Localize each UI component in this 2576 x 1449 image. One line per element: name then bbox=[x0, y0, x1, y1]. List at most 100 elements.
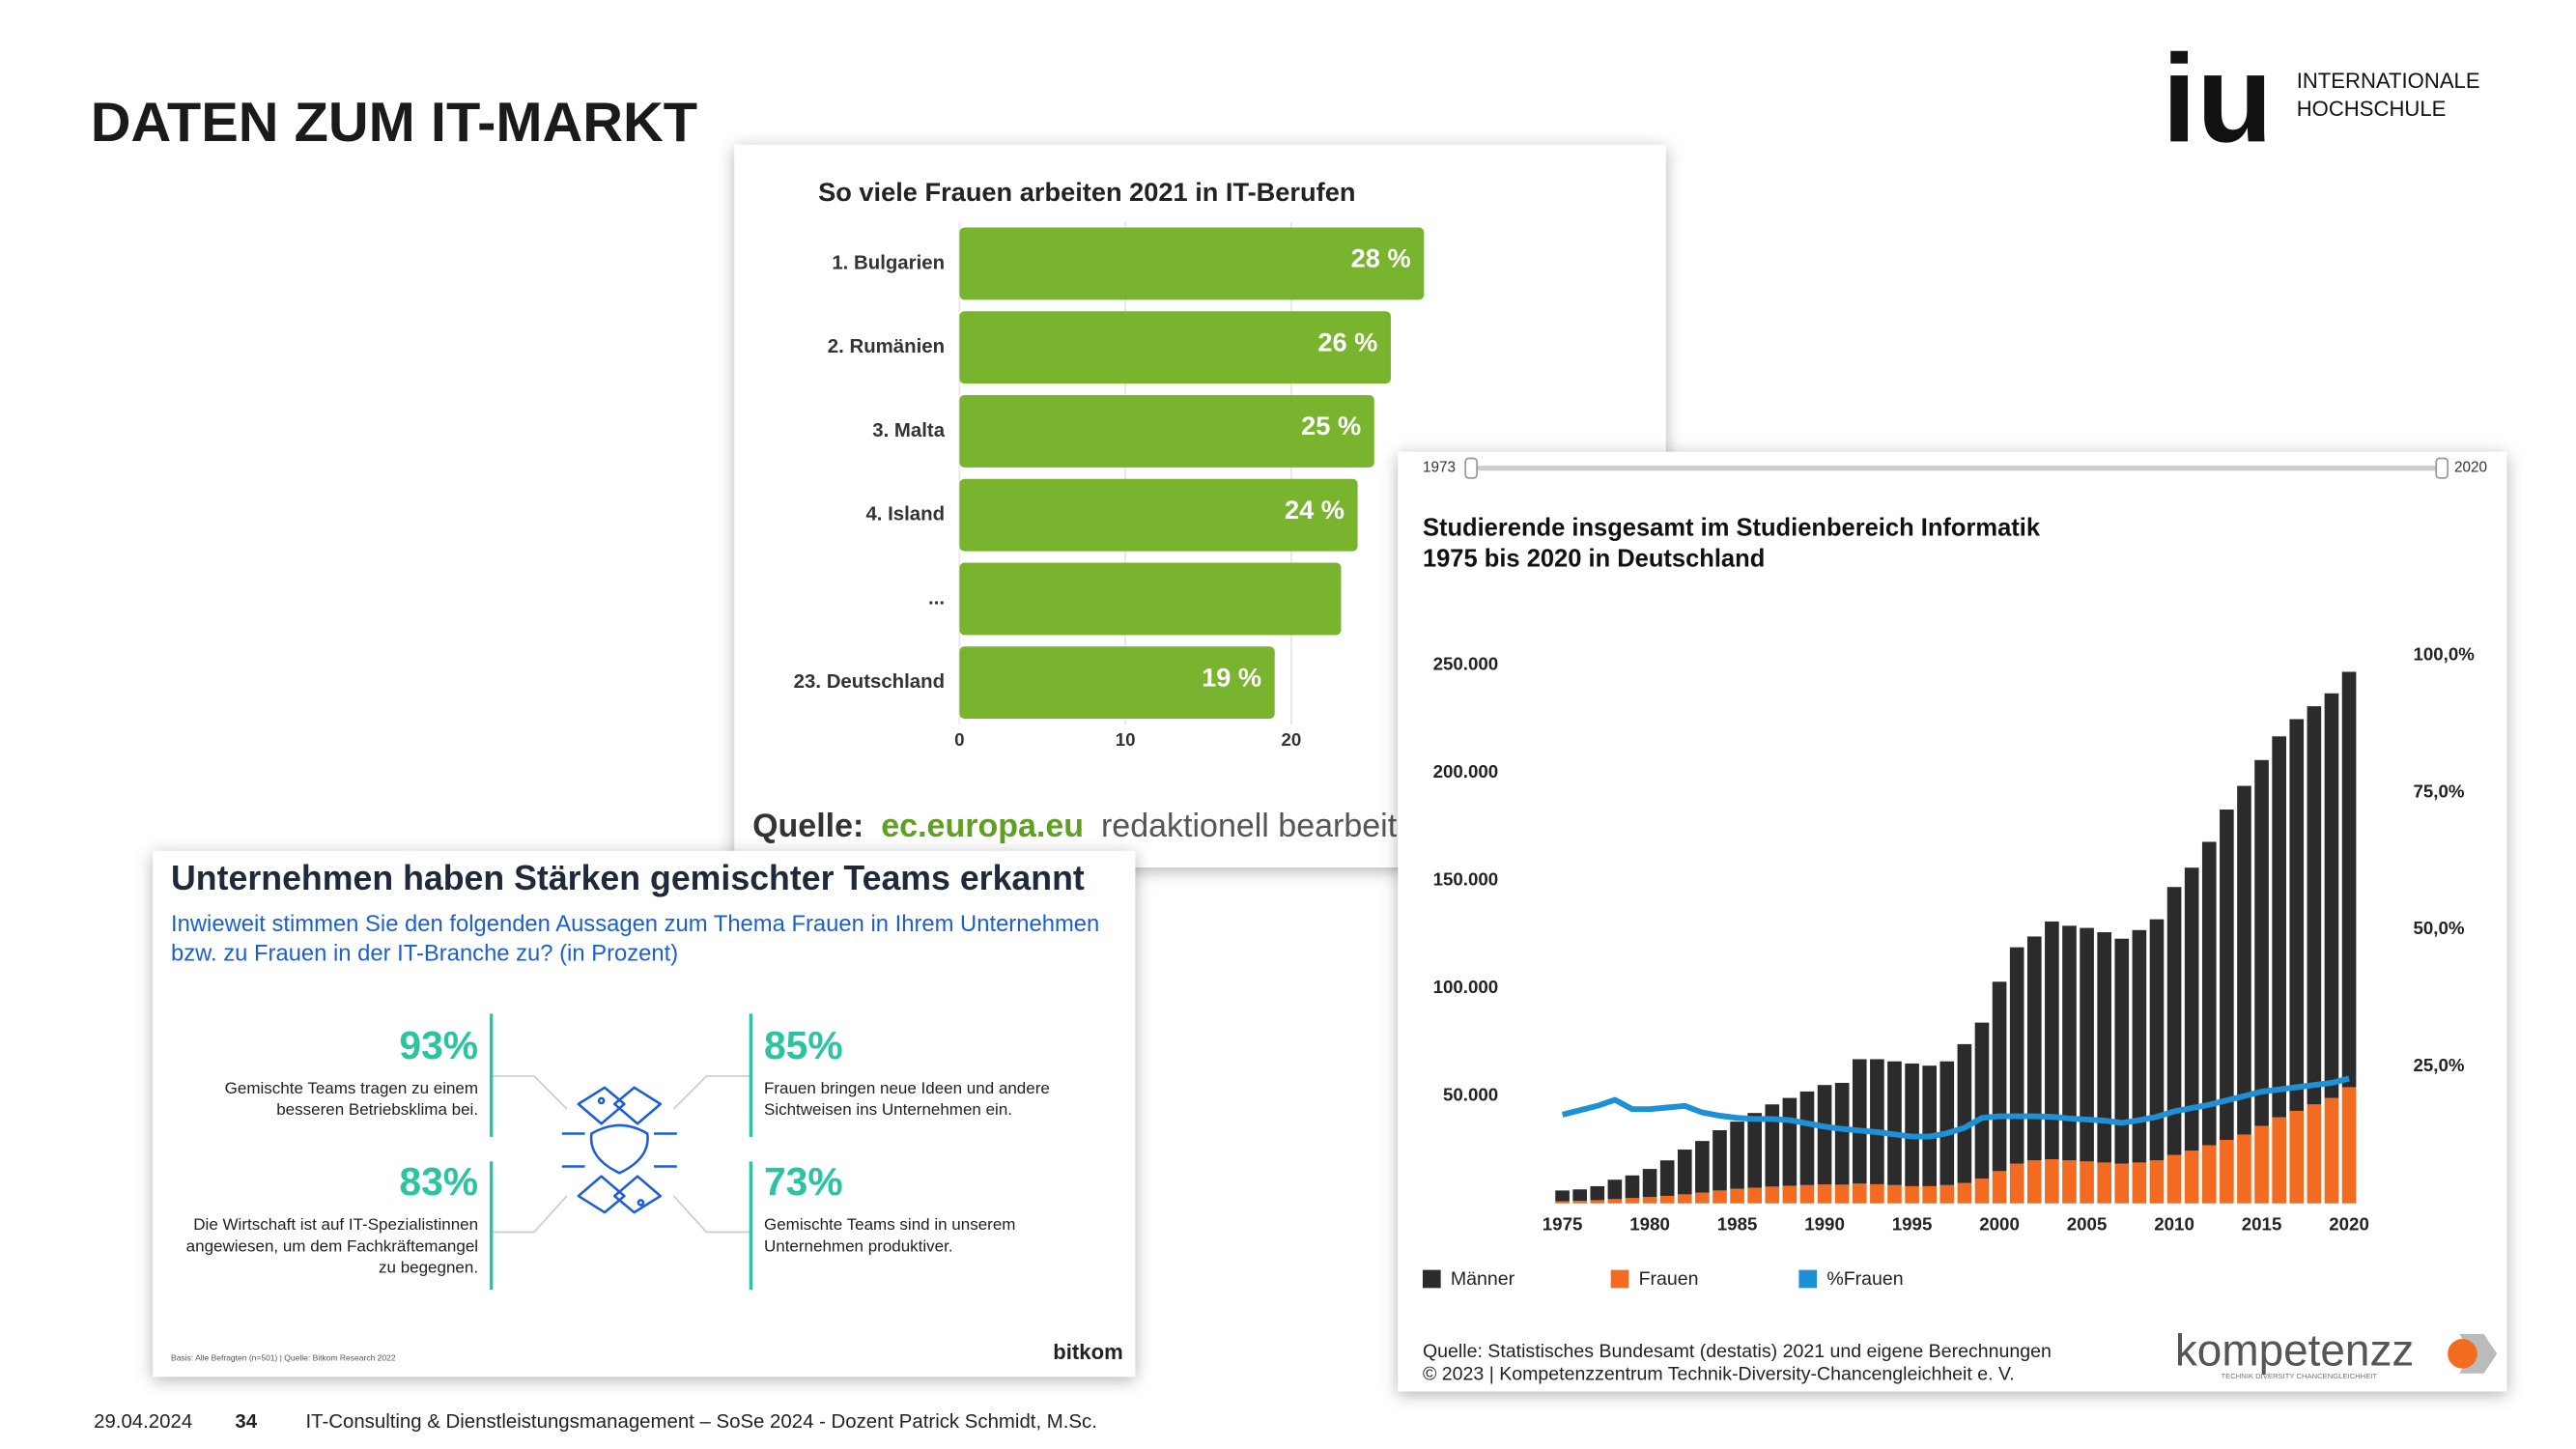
bar bbox=[959, 562, 1342, 636]
bar-segment bbox=[2237, 1134, 2251, 1204]
bar-segment bbox=[2080, 1161, 2094, 1204]
x-tick-label: 20 bbox=[1282, 729, 1302, 750]
bar bbox=[959, 395, 1374, 468]
x-tick-label: 1985 bbox=[1717, 1214, 1758, 1235]
x-tick-label: 1995 bbox=[1892, 1214, 1933, 1235]
bar-segment bbox=[2254, 759, 2269, 1126]
bar-segment bbox=[1834, 1184, 1850, 1204]
bar-segment bbox=[2324, 1097, 2339, 1204]
legend-label: Frauen bbox=[1639, 1268, 1699, 1290]
bar-segment bbox=[1572, 1189, 1587, 1202]
bar-segment bbox=[2045, 921, 2059, 1160]
x-tick-label: 1975 bbox=[1543, 1214, 1583, 1235]
stat-text: besseren Betriebsklima bei. bbox=[276, 1100, 478, 1119]
stat-text: Unternehmen produktiver. bbox=[764, 1236, 953, 1255]
bar-segment bbox=[1974, 1179, 1990, 1204]
y-tick-label: 150.000 bbox=[1433, 869, 1499, 890]
category-label: ... bbox=[928, 587, 945, 609]
bar-segment bbox=[1992, 1171, 2007, 1204]
bar-segment bbox=[1922, 1065, 1937, 1186]
bar-segment bbox=[2097, 1162, 2111, 1204]
bar-segment bbox=[1905, 1063, 1919, 1186]
bar-segment bbox=[2080, 927, 2094, 1162]
bar-segment bbox=[1677, 1150, 1692, 1195]
bar-segment bbox=[2114, 938, 2130, 1164]
panel bbox=[1398, 451, 2507, 1392]
legend-swatch bbox=[1610, 1269, 1629, 1289]
bar-segment bbox=[2132, 1162, 2147, 1204]
chart-title: Studierende insgesamt im Studienbereich … bbox=[1423, 514, 2041, 541]
source-note: redaktionell bearbeit bbox=[1101, 808, 1398, 844]
x-tick-label: 2015 bbox=[2242, 1214, 2282, 1235]
legend-label: %Frauen bbox=[1826, 1268, 1903, 1290]
bar-segment bbox=[1992, 981, 2007, 1172]
bar-segment bbox=[2289, 1110, 2305, 1204]
bar-segment bbox=[2307, 706, 2322, 1105]
logo-mark: iu bbox=[2162, 29, 2273, 168]
bar-segment bbox=[1695, 1192, 1710, 1204]
bitkom-logo: bitkom bbox=[1053, 1340, 1122, 1364]
stat-value: 73% bbox=[764, 1159, 843, 1204]
bar-segment bbox=[2166, 1154, 2182, 1204]
bar-segment bbox=[1590, 1200, 1605, 1204]
bar-segment bbox=[1817, 1085, 1832, 1185]
chart-source: Quelle: ec.europa.eu redaktionell bearbe… bbox=[752, 808, 1398, 844]
hands-icon bbox=[561, 1086, 677, 1214]
x-tick-label: 1980 bbox=[1629, 1214, 1670, 1235]
category-label: 23. Deutschland bbox=[794, 671, 945, 693]
bar-segment bbox=[1957, 1182, 1972, 1204]
y2-tick-label: 75,0% bbox=[2413, 781, 2464, 801]
bar-segment bbox=[2009, 1163, 2024, 1204]
bar-segment bbox=[1747, 1113, 1762, 1188]
bar-segment bbox=[1817, 1184, 1832, 1204]
x-tick-label: 2020 bbox=[2329, 1214, 2369, 1235]
bar-segment bbox=[2149, 1160, 2165, 1204]
bar-segment bbox=[1713, 1190, 1727, 1204]
legend-label: Männer bbox=[1451, 1268, 1515, 1290]
stat-text: Die Wirtschaft ist auf IT-Spezialistinne… bbox=[193, 1215, 478, 1234]
bar-segment bbox=[2097, 932, 2111, 1163]
bar-segment bbox=[1852, 1183, 1867, 1204]
bar-segment bbox=[1765, 1186, 1780, 1204]
x-tick-label: 2000 bbox=[1979, 1214, 2020, 1235]
bar-segment bbox=[1905, 1185, 1919, 1204]
y-tick-label: 250.000 bbox=[1433, 654, 1499, 674]
value-label: 25 % bbox=[1301, 411, 1361, 440]
bar-segment bbox=[2254, 1125, 2269, 1204]
stat-text: Frauen bringen neue Ideen und andere bbox=[764, 1079, 1050, 1097]
bar bbox=[959, 311, 1391, 384]
bar-segment bbox=[1782, 1097, 1798, 1186]
stat-value: 93% bbox=[399, 1023, 478, 1067]
kompetenzz-logo: kompetenzz bbox=[2175, 1324, 2415, 1375]
slide-title: DATEN ZUM IT-MARKT bbox=[91, 92, 697, 154]
slider-handle[interactable] bbox=[2435, 457, 2449, 479]
bar-segment bbox=[2184, 867, 2199, 1151]
bar-segment bbox=[1870, 1183, 1884, 1204]
category-label: 4. Island bbox=[865, 504, 945, 526]
chart-source: Quelle: Statistisches Bundesamt (destati… bbox=[1423, 1341, 2052, 1362]
bitkom-panel: Unternehmen haben Stärken gemischter Tea… bbox=[153, 850, 1136, 1378]
slider-label: 2020 bbox=[2454, 460, 2487, 476]
connectors bbox=[493, 1075, 750, 1234]
x-tick-label: 2010 bbox=[2154, 1214, 2194, 1235]
panel-subtitle: Inwieweit stimmen Sie den folgenden Auss… bbox=[171, 911, 1099, 937]
chart-subtitle: 1975 bis 2020 in Deutschland bbox=[1423, 546, 1765, 573]
combo-panel: 1973 2020 Studierende insgesamt im Studi… bbox=[1398, 451, 2507, 1392]
bar-segment bbox=[2062, 1160, 2077, 1204]
stat-text: angewiesen, um dem Fachkräftemangel bbox=[186, 1236, 478, 1255]
bar-segment bbox=[1607, 1179, 1623, 1200]
slider-handle[interactable] bbox=[1464, 457, 1478, 479]
slider-label: 1973 bbox=[1423, 460, 1456, 476]
bar-segment bbox=[2114, 1163, 2130, 1204]
bar-segment bbox=[2009, 947, 2024, 1164]
bar-segment bbox=[2237, 785, 2251, 1135]
x-tick-label: 1990 bbox=[1804, 1214, 1845, 1235]
category-label: 3. Malta bbox=[872, 420, 945, 441]
bar-segment bbox=[1607, 1199, 1623, 1204]
bar-segment bbox=[2201, 841, 2217, 1146]
bar-segment bbox=[1939, 1061, 1955, 1185]
bar-segment bbox=[1939, 1184, 1955, 1204]
bar-segment bbox=[1730, 1122, 1744, 1189]
